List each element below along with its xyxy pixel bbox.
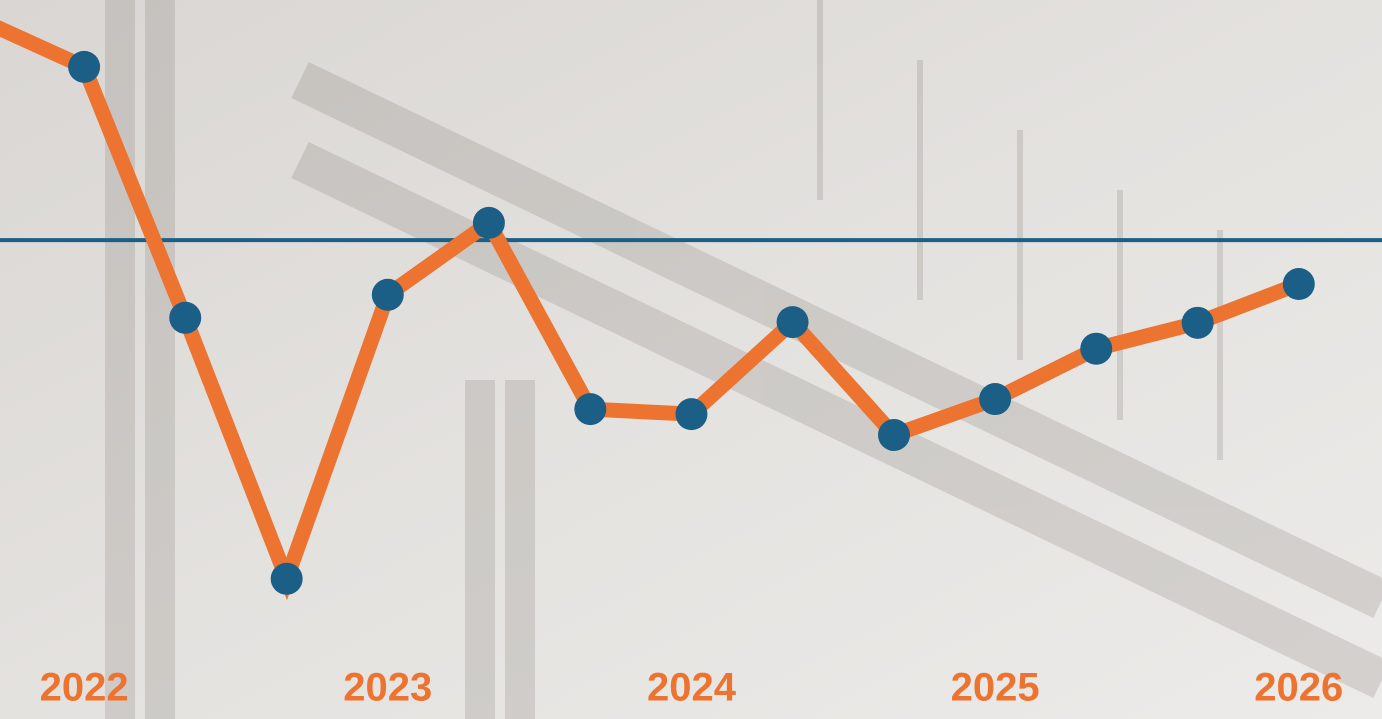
x-tick-label: 2024 xyxy=(647,666,737,710)
background-structure xyxy=(105,0,1382,719)
point-marker xyxy=(169,301,202,334)
x-tick-label: 2023 xyxy=(343,666,432,710)
point-marker xyxy=(776,306,809,339)
series-line xyxy=(0,20,1302,601)
point-marker xyxy=(270,562,303,595)
x-tick-label: 2025 xyxy=(951,666,1040,710)
point-marker xyxy=(979,383,1012,416)
x-tick-label: 2026 xyxy=(1254,666,1343,710)
point-marker xyxy=(1282,268,1315,301)
point-marker xyxy=(472,206,505,239)
point-marker xyxy=(675,398,708,431)
point-marker xyxy=(1080,332,1113,365)
point-marker xyxy=(371,278,404,311)
point-marker xyxy=(1181,306,1214,339)
x-tick-label: 2022 xyxy=(40,666,129,710)
point-marker xyxy=(878,418,911,451)
point-marker xyxy=(574,393,607,426)
point-marker xyxy=(68,50,101,83)
